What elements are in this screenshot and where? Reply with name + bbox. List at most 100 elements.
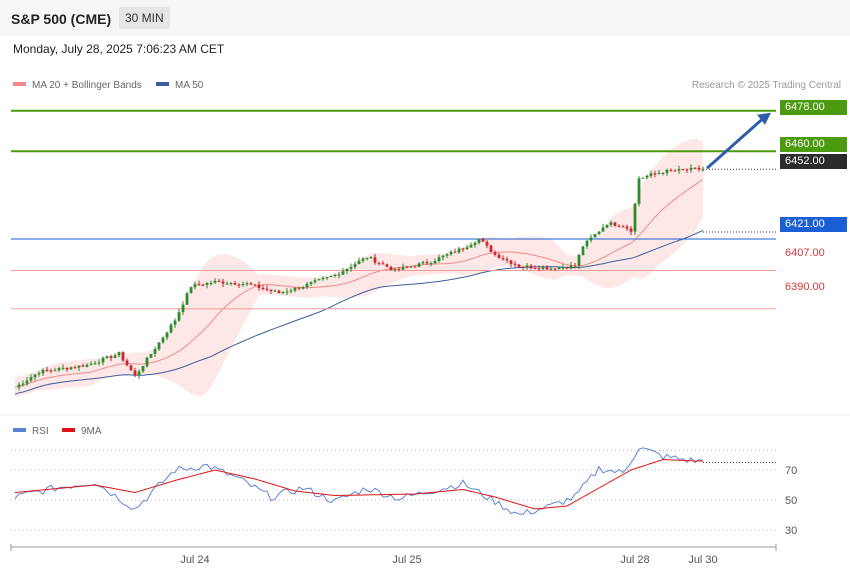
candle-body [341,271,345,275]
candle-body [385,264,389,267]
candle-body [681,168,685,170]
candle-body [217,280,221,282]
candle-body [141,366,145,372]
candle-body [25,380,29,384]
candle-body [549,268,553,270]
candle-body [445,254,449,256]
candle-body [97,362,101,364]
candle-body [665,169,669,173]
candle-body [245,283,249,285]
candle-body [85,364,89,367]
candle-body [297,287,301,289]
candle-body [213,280,217,283]
candle-body [649,173,653,176]
level-tag-6460: 6460.00 [780,137,847,152]
candle-body [157,342,161,350]
candle-body [149,353,153,358]
candle-body [29,377,33,381]
candle-body [653,173,657,175]
ma20-line [14,178,704,388]
candle-body [265,288,269,290]
candle-body [109,356,113,358]
rsi-level-label: 30 [785,525,797,537]
candle-body [321,277,325,280]
candle-body [393,268,397,271]
candle-body [289,290,293,292]
ma50-line [14,229,704,395]
candle-body [205,282,209,285]
candle-body [557,267,561,270]
candle-body [561,267,565,269]
candle-body [133,370,137,376]
candle-body [605,224,609,228]
candle-body [53,370,57,372]
candle-body [685,169,689,171]
candle-body [197,284,201,286]
candle-body [537,268,541,270]
candle-body [361,258,365,261]
candle-body [401,267,405,270]
candle-body [433,261,437,264]
projection-arrow [706,115,766,170]
candle-body [61,367,65,369]
candle-body [237,284,241,286]
candle-body [113,355,117,358]
bollinger-band [15,138,703,398]
candle-body [509,260,513,264]
candle-body [209,282,213,284]
candle-body [89,363,93,365]
ma20-swatch [13,82,26,87]
candle-body [273,290,277,292]
candle-body [173,320,177,325]
candle-body [693,167,697,169]
copyright: Research © 2025 Trading Central [691,80,841,91]
candle-body [185,293,189,305]
level-tag-6421: 6421.00 [780,217,847,232]
candle-body [405,267,409,269]
candle-body [701,169,705,171]
candle-body [501,258,505,260]
candle-body [545,267,549,270]
ma50-swatch [156,82,169,87]
candle-body [521,266,525,268]
candle-body [317,279,321,281]
candle-body [513,263,517,265]
rsi-level-label: 70 [785,465,797,477]
candle-body [621,226,625,228]
candle-body [21,383,25,385]
candle-body [529,265,533,269]
candle-body [465,247,469,250]
candle-body [177,312,181,321]
candle-body [233,283,237,285]
candle-body [137,371,141,376]
candle-body [597,231,601,234]
level-tag-6452: 6452.00 [780,154,847,169]
candle-body [221,281,225,284]
candle-body [329,275,333,277]
timeframe-badge[interactable]: 30 MIN [119,7,170,29]
candle-body [181,304,185,313]
candle-body [541,267,545,270]
candle-body [697,167,701,170]
candle-body [585,240,589,247]
candle-body [373,257,377,263]
candle-body [81,365,85,367]
candle-body [473,242,477,246]
candle-body [661,172,665,174]
rsi-line [14,447,704,515]
rsi-ma9-line [14,458,703,510]
candle-body [677,168,681,171]
candle-body [645,175,649,178]
candle-body [33,374,37,378]
candle-body [225,283,229,285]
candle-body [357,260,361,265]
candle-body [277,290,281,294]
rsi-label: RSI [32,426,49,437]
candle-body [129,365,133,371]
projection-arrowhead [757,112,771,125]
candle-body [189,287,193,294]
candle-body [573,265,577,267]
candle-body [49,370,53,372]
ma20-label: MA 20 + Bollinger Bands [32,80,142,91]
